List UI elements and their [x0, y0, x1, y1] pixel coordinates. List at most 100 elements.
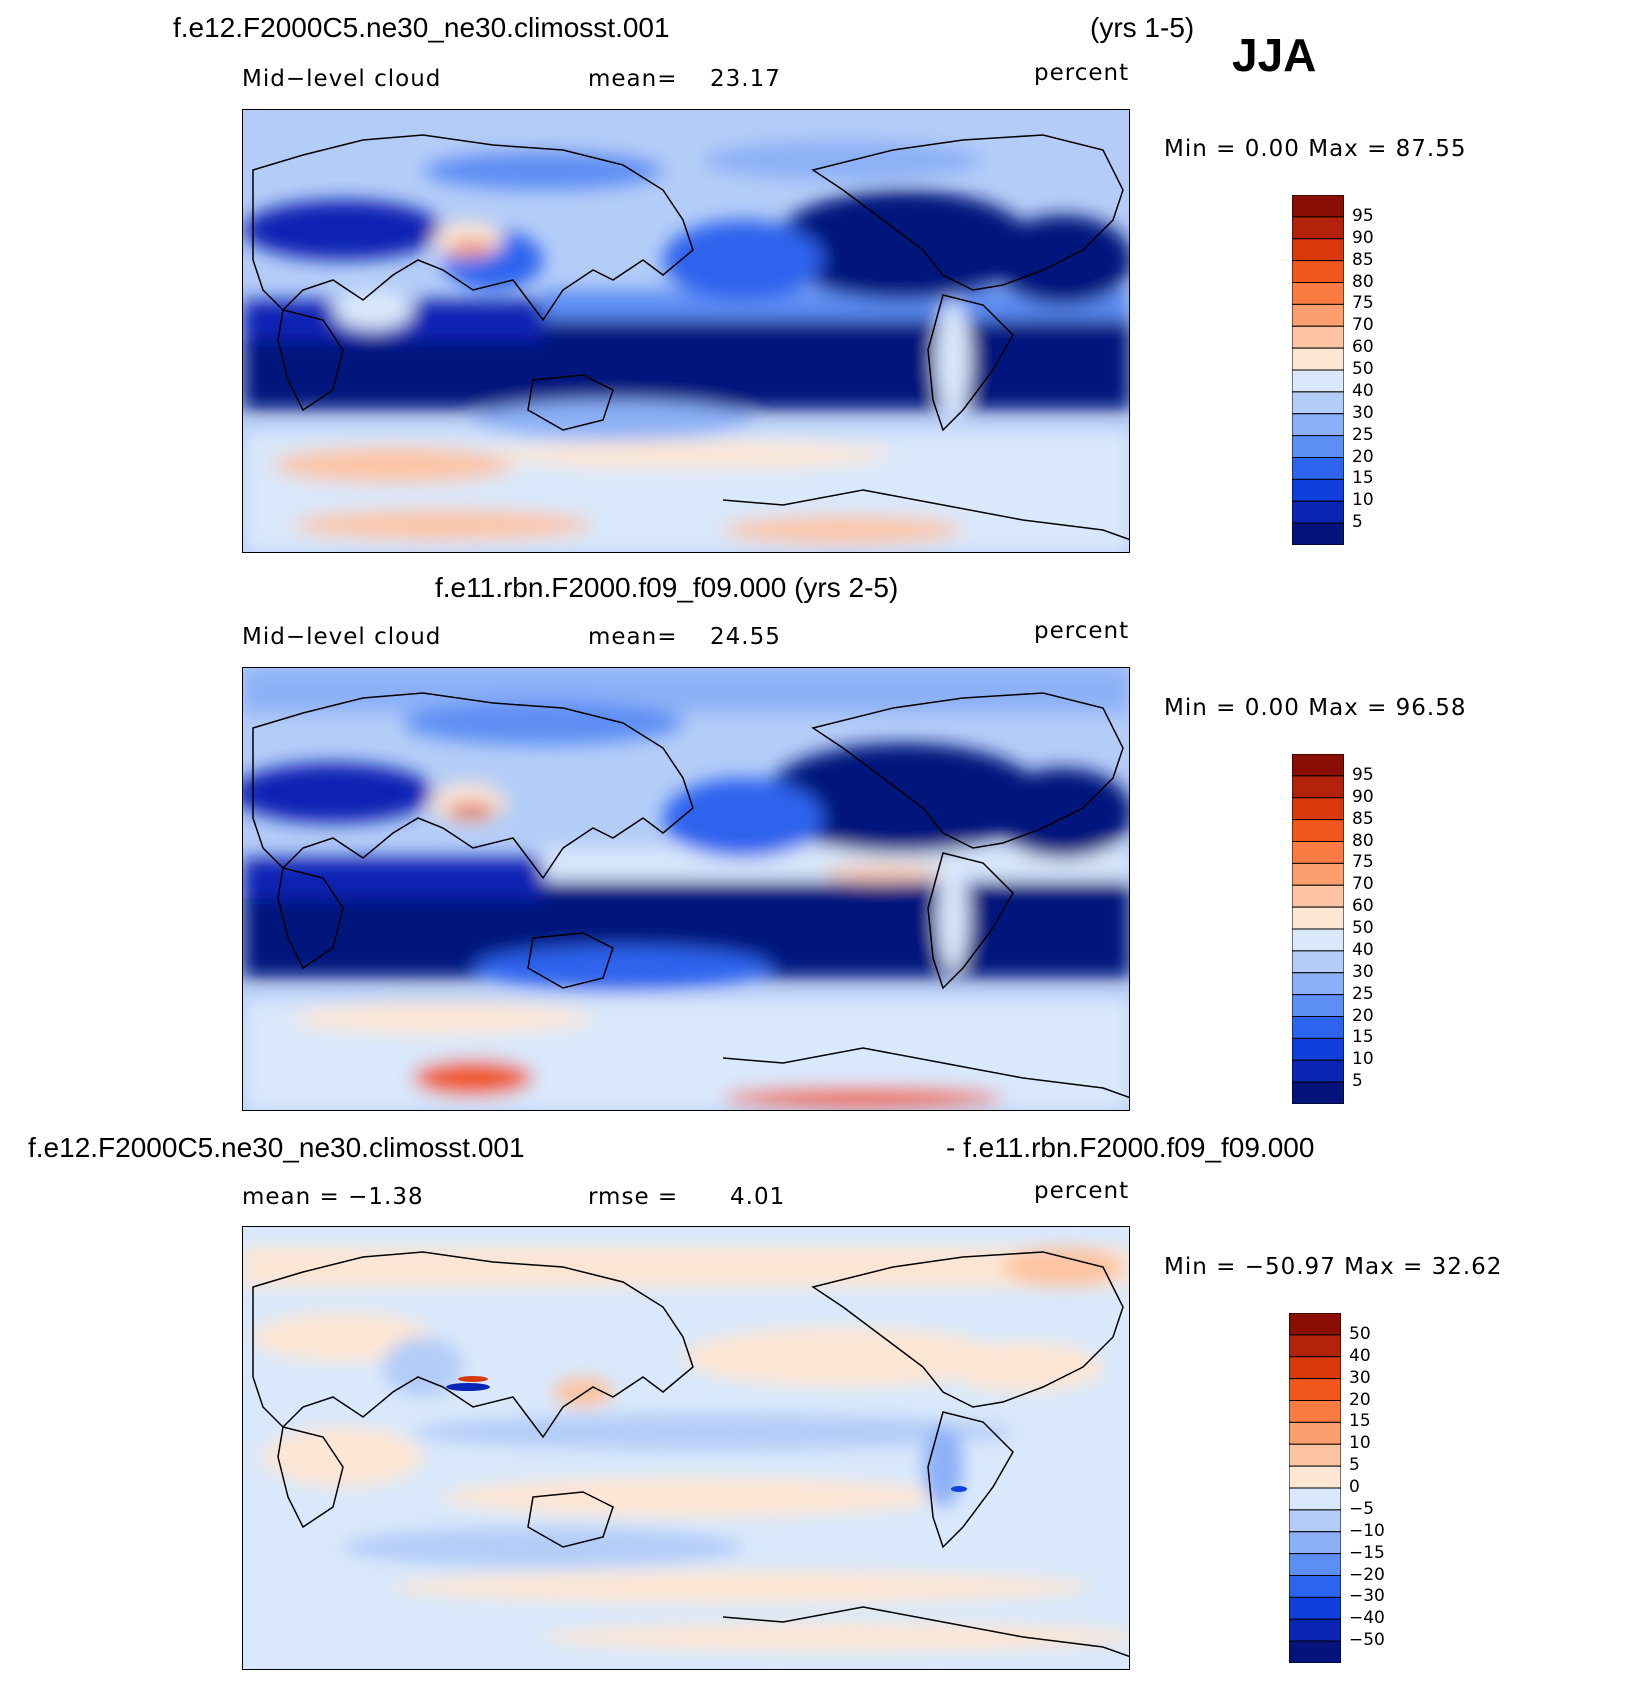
panel2-case-title: f.e11.rbn.F2000.f09_f09.000 (yrs 2-5): [435, 572, 899, 603]
colorbar-swatch: [1291, 1059, 1345, 1083]
panel3-colorbar: [1288, 1312, 1342, 1664]
panel3-case-a: f.e12.F2000C5.ne30_ne30.climosst.001: [28, 1132, 525, 1163]
panel1-case-title: f.e12.F2000C5.ne30_ne30.climosst.001: [173, 12, 670, 43]
colorbar-swatch: [1291, 906, 1345, 930]
panel1-map: [242, 109, 1130, 553]
panel3-rmse-label: rmse =: [588, 1184, 679, 1210]
colorbar-tick-label: 5: [1352, 512, 1363, 533]
colorbar-swatch: [1288, 1312, 1342, 1336]
colorbar-swatch: [1291, 457, 1345, 480]
colorbar-swatch: [1288, 1509, 1342, 1533]
colorbar-swatch: [1291, 884, 1345, 908]
colorbar-swatch: [1288, 1553, 1342, 1576]
colorbar-swatch: [1291, 478, 1345, 502]
colorbar-tick-label: −30: [1349, 1586, 1385, 1607]
colorbar-tick-label: −20: [1349, 1564, 1385, 1585]
colorbar-swatch: [1288, 1421, 1342, 1445]
colorbar-tick-label: 40: [1352, 380, 1374, 401]
colorbar-tick-label: 5: [1352, 1071, 1363, 1092]
panel1-variable: Mid−level cloud: [242, 66, 442, 92]
colorbar-swatch: [1291, 238, 1345, 262]
colorbar-tick-label: 30: [1349, 1367, 1371, 1388]
panel3-rmse-value: 4.01: [730, 1184, 786, 1210]
colorbar-swatch: [1291, 435, 1345, 458]
colorbar-tick-label: −40: [1349, 1608, 1385, 1629]
panel3-coastlines: [252, 1251, 1129, 1658]
colorbar-tick-label: 40: [1349, 1345, 1371, 1366]
colorbar-swatch: [1291, 282, 1345, 305]
colorbar-tick-label: −10: [1349, 1520, 1385, 1541]
panel2-colorbar-svg: [1291, 753, 1345, 1105]
colorbar-swatch: [1288, 1465, 1342, 1489]
panel3-mean: mean = −1.38: [242, 1184, 424, 1210]
panel1-colorbar: [1291, 194, 1345, 546]
colorbar-swatch: [1291, 928, 1345, 952]
panel3-colorbar-svg: [1288, 1312, 1342, 1664]
colorbar-swatch: [1291, 347, 1345, 371]
colorbar-tick-label: 20: [1352, 446, 1374, 467]
colorbar-swatch: [1291, 819, 1345, 842]
colorbar-swatch: [1291, 1016, 1345, 1039]
colorbar-swatch: [1291, 194, 1345, 218]
colorbar-swatch: [1291, 500, 1345, 524]
colorbar-tick-label: 70: [1352, 874, 1374, 895]
colorbar-tick-label: 10: [1349, 1433, 1371, 1454]
colorbar-tick-label: 30: [1352, 402, 1374, 423]
panel2-coastlines: [252, 692, 1129, 1099]
colorbar-tick-label: 10: [1352, 1049, 1374, 1070]
colorbar-tick-label: 25: [1352, 983, 1374, 1004]
colorbar-tick-label: 50: [1352, 359, 1374, 379]
colorbar-swatch: [1288, 1596, 1342, 1620]
colorbar-tick-label: 50: [1352, 918, 1374, 938]
colorbar-swatch: [1288, 1443, 1342, 1467]
panel2-map: [242, 667, 1130, 1111]
panel1-colorbar-svg: [1291, 194, 1345, 546]
colorbar-swatch: [1291, 260, 1345, 283]
panel2-variable: Mid−level cloud: [242, 624, 442, 650]
colorbar-tick-label: −50: [1349, 1630, 1385, 1651]
panel2-units: percent: [1034, 618, 1130, 644]
panel3-map: [242, 1226, 1130, 1670]
colorbar-tick-label: 80: [1352, 271, 1374, 292]
panel3-units: percent: [1034, 1178, 1130, 1204]
colorbar-swatch: [1291, 413, 1345, 437]
colorbar-swatch: [1288, 1618, 1342, 1642]
colorbar-swatch: [1288, 1575, 1342, 1598]
colorbar-tick-label: 90: [1352, 786, 1374, 807]
colorbar-tick-label: −5: [1349, 1498, 1375, 1519]
colorbar-tick-label: 20: [1352, 1005, 1374, 1026]
colorbar-swatch: [1288, 1400, 1342, 1423]
panel2-mean-label: mean=: [588, 624, 678, 650]
colorbar-tick-label: 20: [1349, 1389, 1371, 1410]
colorbar-tick-label: 25: [1352, 424, 1374, 445]
colorbar-swatch: [1288, 1531, 1342, 1555]
colorbar-tick-label: 85: [1352, 808, 1374, 829]
panel3-minmax: Min = −50.97 Max = 32.62: [1164, 1254, 1503, 1280]
colorbar-tick-label: 90: [1352, 227, 1374, 248]
colorbar-tick-label: 10: [1352, 490, 1374, 511]
colorbar-swatch: [1291, 841, 1345, 864]
colorbar-swatch: [1291, 753, 1345, 777]
panel1-minmax: Min = 0.00 Max = 87.55: [1164, 136, 1467, 162]
colorbar-swatch: [1291, 325, 1345, 349]
colorbar-swatch: [1291, 972, 1345, 996]
colorbar-tick-label: 30: [1352, 961, 1374, 982]
colorbar-tick-label: 95: [1352, 205, 1374, 226]
panel2-mean-value: 24.55: [710, 624, 781, 650]
colorbar-swatch: [1291, 862, 1345, 886]
colorbar-swatch: [1291, 303, 1345, 327]
colorbar-tick-label: 15: [1349, 1411, 1371, 1432]
panel1-mean-label: mean=: [588, 66, 678, 92]
colorbar-swatch: [1288, 1378, 1342, 1401]
colorbar-swatch: [1291, 1037, 1345, 1061]
colorbar-tick-label: 5: [1349, 1455, 1360, 1476]
panel1-mean-value: 23.17: [710, 66, 781, 92]
panel2-colorbar: [1291, 753, 1345, 1105]
panel1-years: (yrs 1-5): [1090, 12, 1195, 43]
colorbar-tick-label: 70: [1352, 315, 1374, 336]
colorbar-swatch: [1291, 797, 1345, 821]
colorbar-tick-label: 80: [1352, 830, 1374, 851]
colorbar-swatch: [1291, 391, 1345, 415]
colorbar-tick-label: 0: [1349, 1477, 1360, 1497]
panel3-case-b: - f.e11.rbn.F2000.f09_f09.000: [946, 1132, 1315, 1163]
